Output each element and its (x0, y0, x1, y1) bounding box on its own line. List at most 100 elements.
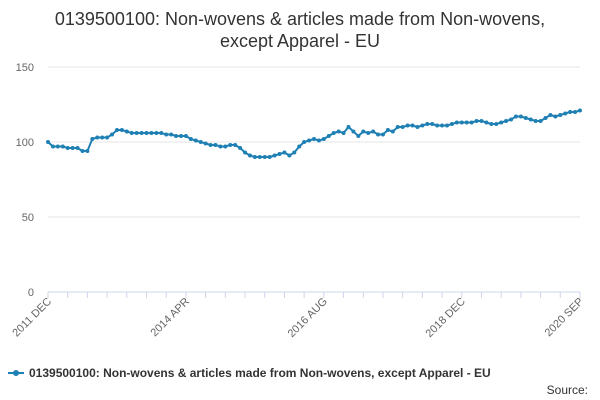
data-point[interactable] (80, 149, 85, 153)
data-point[interactable] (183, 134, 188, 138)
data-point[interactable] (390, 129, 395, 134)
data-point[interactable] (464, 120, 469, 125)
data-point[interactable] (282, 150, 287, 155)
data-point[interactable] (179, 134, 183, 138)
data-point[interactable] (568, 110, 573, 114)
data-point[interactable] (164, 132, 169, 137)
data-point[interactable] (341, 131, 346, 135)
data-point[interactable] (100, 135, 105, 140)
data-point[interactable] (223, 144, 228, 149)
data-point[interactable] (400, 125, 405, 129)
data-point[interactable] (119, 128, 124, 132)
data-point[interactable] (95, 135, 100, 140)
data-point[interactable] (105, 135, 110, 140)
data-point[interactable] (110, 132, 115, 137)
data-point[interactable] (449, 122, 454, 126)
data-point[interactable] (440, 123, 445, 128)
data-point[interactable] (538, 119, 543, 123)
data-point[interactable] (528, 117, 533, 122)
data-point[interactable] (361, 129, 366, 134)
data-point[interactable] (371, 129, 376, 134)
data-point[interactable] (533, 119, 538, 123)
data-point[interactable] (504, 119, 509, 123)
data-point[interactable] (469, 120, 474, 125)
data-point[interactable] (238, 146, 243, 150)
data-point[interactable] (410, 123, 415, 128)
data-point[interactable] (272, 153, 277, 158)
data-point[interactable] (351, 129, 356, 134)
data-point[interactable] (267, 155, 272, 159)
data-point[interactable] (385, 128, 390, 132)
data-point[interactable] (509, 117, 514, 122)
data-point[interactable] (174, 134, 179, 138)
data-point[interactable] (233, 143, 238, 147)
data-point[interactable] (139, 131, 144, 135)
data-point[interactable] (159, 131, 164, 135)
data-point[interactable] (356, 134, 361, 138)
data-point[interactable] (553, 114, 558, 119)
data-point[interactable] (193, 138, 198, 143)
data-point[interactable] (415, 125, 420, 129)
data-point[interactable] (513, 114, 518, 119)
data-point[interactable] (420, 123, 425, 128)
data-point[interactable] (336, 129, 341, 134)
data-point[interactable] (124, 129, 129, 134)
data-point[interactable] (169, 132, 174, 137)
data-point[interactable] (213, 143, 218, 147)
data-point[interactable] (65, 146, 70, 150)
data-point[interactable] (149, 131, 154, 135)
data-point[interactable] (479, 119, 484, 123)
data-point[interactable] (144, 131, 149, 135)
data-point[interactable] (563, 111, 568, 116)
data-point[interactable] (366, 131, 371, 135)
data-point[interactable] (499, 120, 504, 125)
data-point[interactable] (312, 137, 316, 141)
data-point[interactable] (573, 110, 578, 114)
data-point[interactable] (228, 143, 233, 147)
data-point[interactable] (548, 113, 553, 117)
data-point[interactable] (75, 146, 80, 150)
data-point[interactable] (321, 137, 326, 141)
data-point[interactable] (85, 149, 90, 153)
data-point[interactable] (395, 125, 400, 129)
data-point[interactable] (494, 122, 499, 126)
data-point[interactable] (55, 144, 60, 149)
data-point[interactable] (154, 131, 159, 135)
data-point[interactable] (489, 122, 494, 126)
data-point[interactable] (558, 113, 563, 117)
data-point[interactable] (307, 138, 312, 143)
data-point[interactable] (459, 120, 464, 125)
data-point[interactable] (445, 123, 449, 128)
data-point[interactable] (297, 144, 302, 149)
data-point[interactable] (380, 132, 385, 137)
data-point[interactable] (292, 150, 297, 155)
data-point[interactable] (430, 122, 435, 126)
data-point[interactable] (578, 108, 582, 113)
data-point[interactable] (302, 140, 307, 144)
data-point[interactable] (484, 120, 489, 125)
data-point[interactable] (435, 123, 440, 128)
data-point[interactable] (60, 144, 65, 149)
data-point[interactable] (287, 153, 292, 158)
data-point[interactable] (114, 128, 119, 132)
legend[interactable]: 0139500100: Non-wovens & articles made f… (8, 366, 491, 380)
data-point[interactable] (331, 131, 336, 135)
data-point[interactable] (277, 152, 282, 156)
data-point[interactable] (474, 119, 479, 123)
data-point[interactable] (316, 138, 321, 143)
data-point[interactable] (50, 144, 55, 149)
data-point[interactable] (188, 137, 193, 141)
data-point[interactable] (208, 143, 213, 147)
data-point[interactable] (218, 144, 223, 149)
data-point[interactable] (134, 131, 139, 135)
data-point[interactable] (543, 116, 548, 120)
data-point[interactable] (70, 146, 75, 150)
data-point[interactable] (523, 116, 528, 120)
data-point[interactable] (346, 125, 351, 129)
data-point[interactable] (203, 141, 208, 146)
data-point[interactable] (454, 120, 459, 125)
data-point[interactable] (243, 150, 248, 155)
data-point[interactable] (376, 132, 381, 137)
data-point[interactable] (326, 134, 331, 138)
data-point[interactable] (405, 123, 410, 128)
